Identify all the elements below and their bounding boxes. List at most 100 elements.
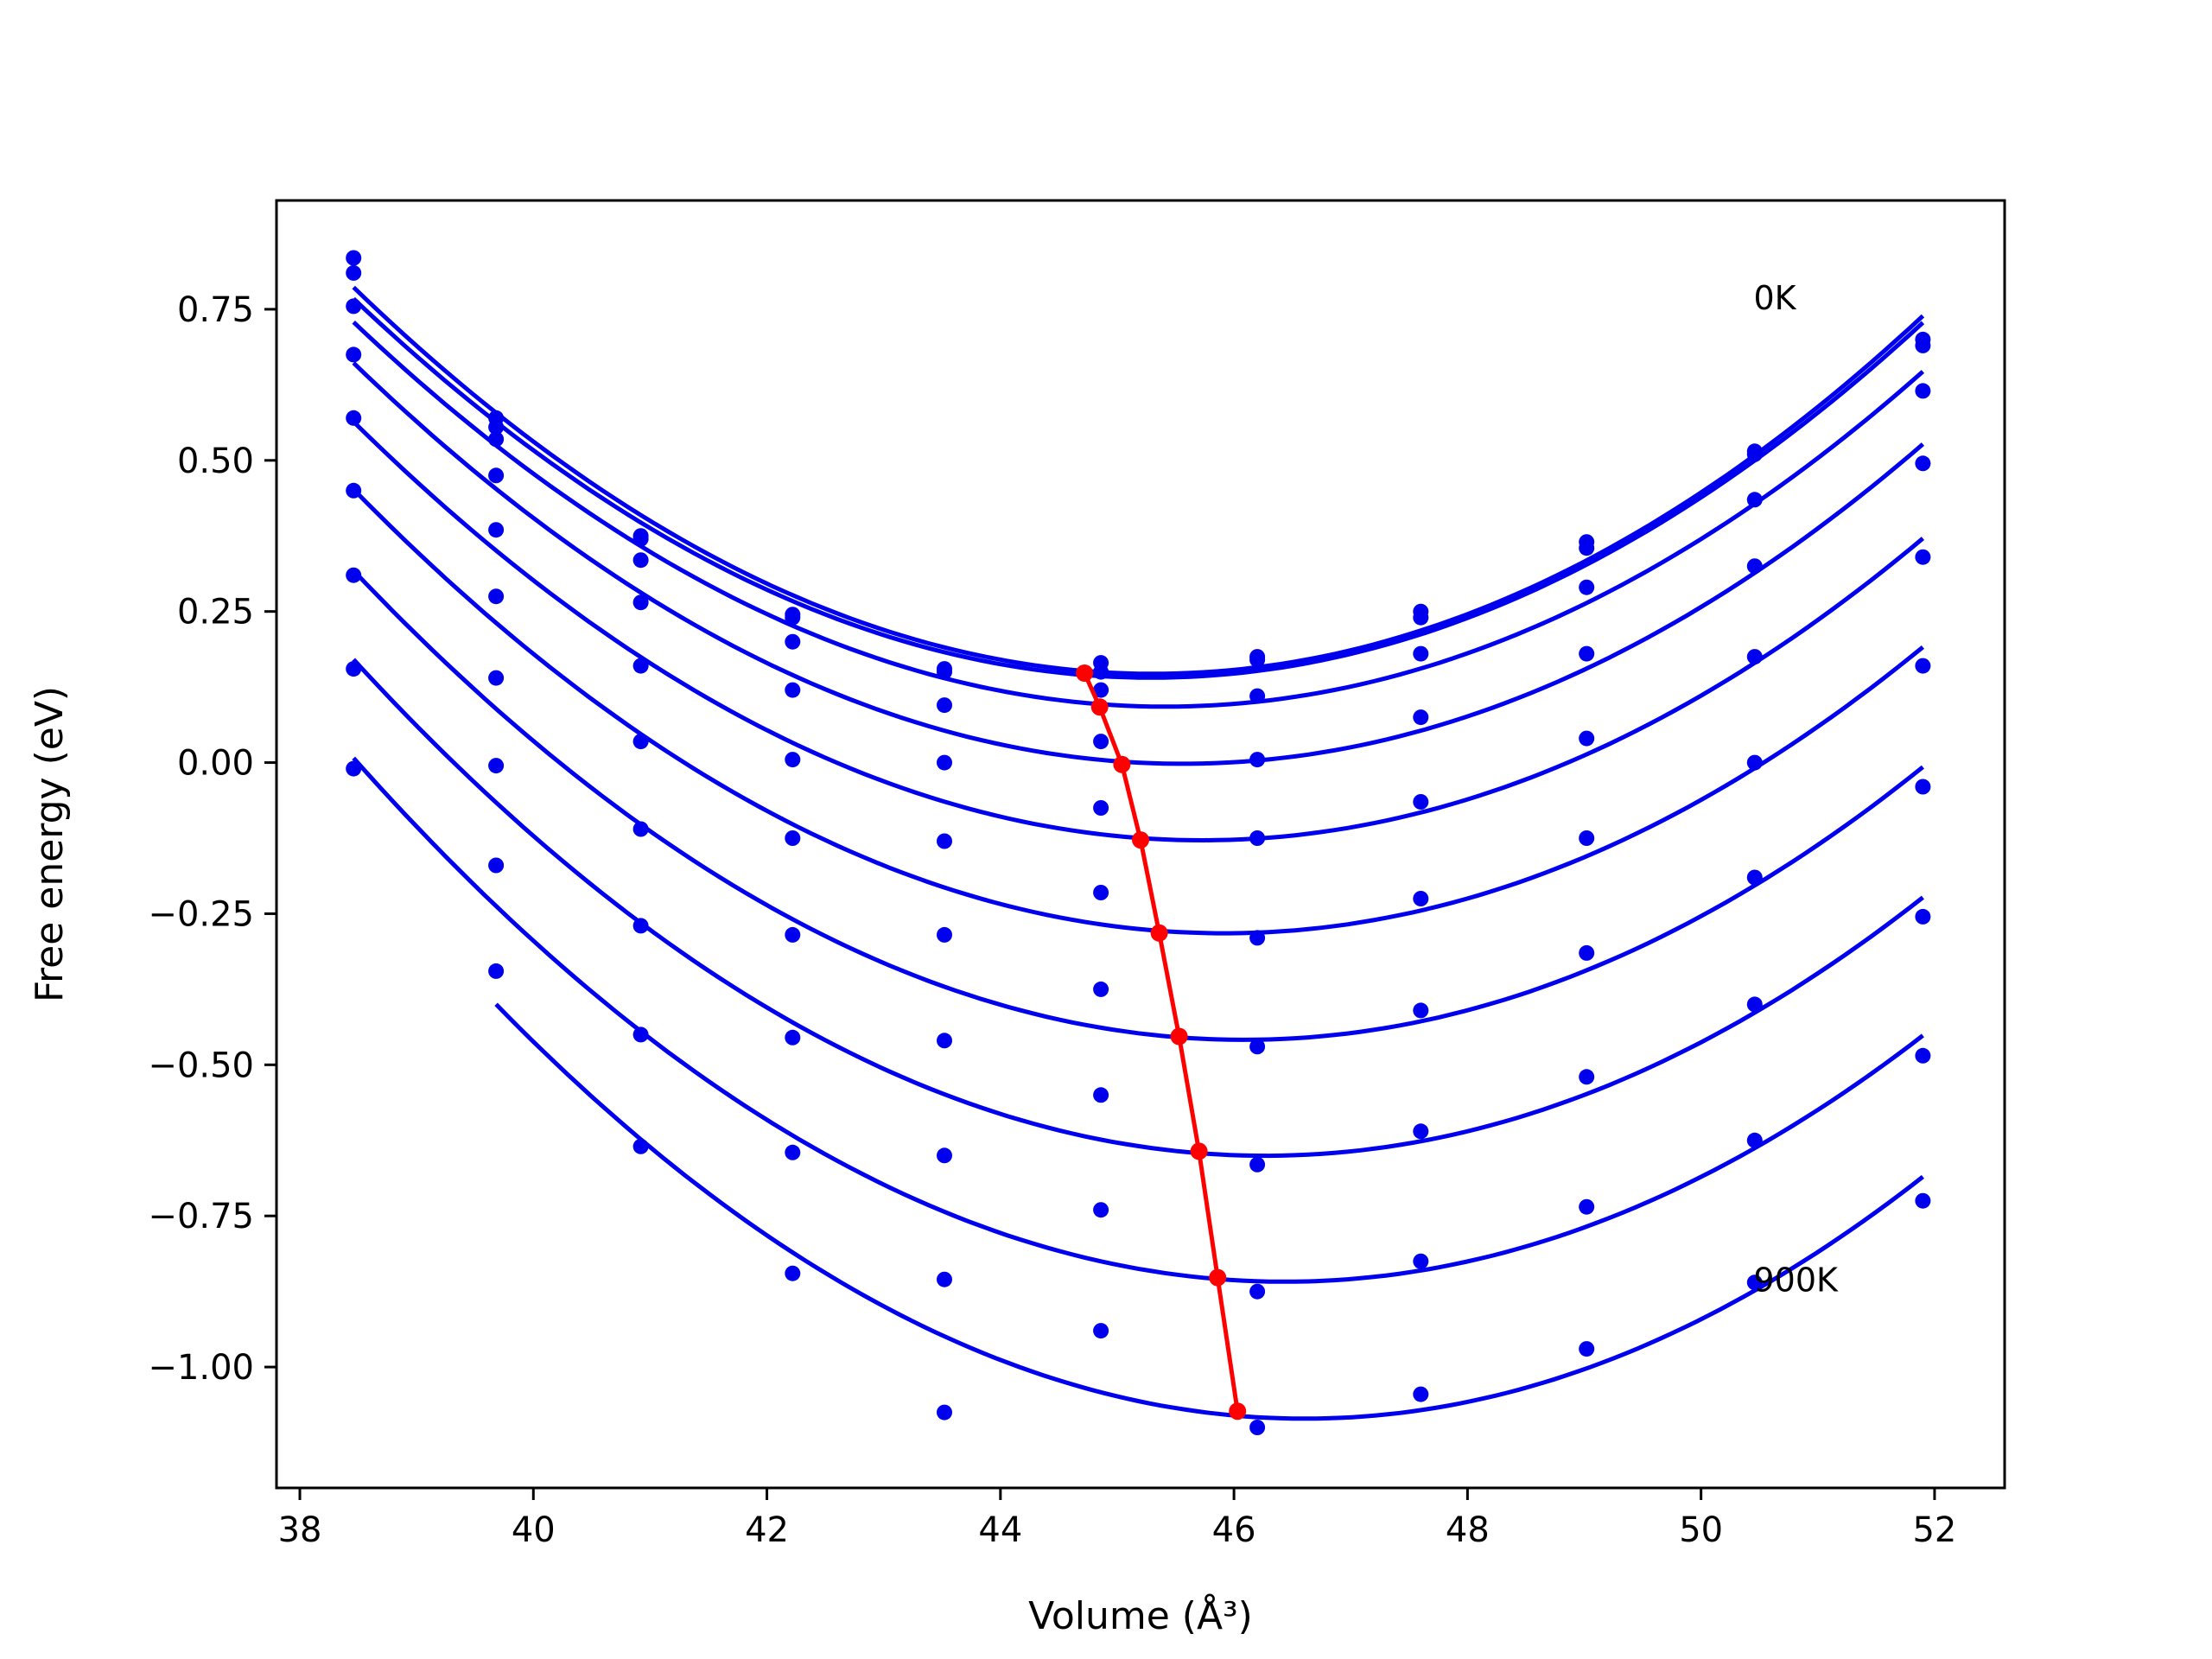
y-tick-label: −0.50 xyxy=(148,1046,254,1085)
fit-curve-5 xyxy=(352,420,1925,843)
data-point xyxy=(785,633,801,650)
fit-curve-4 xyxy=(352,361,1925,766)
data-point xyxy=(785,752,801,768)
data-point xyxy=(1915,455,1931,472)
fit-curve-1 xyxy=(352,285,1925,677)
data-point xyxy=(785,1144,801,1160)
data-point xyxy=(632,918,649,934)
data-point xyxy=(1746,1274,1763,1291)
y-tick-label: 0.25 xyxy=(177,593,254,632)
data-point xyxy=(1915,658,1931,674)
data-point xyxy=(1413,891,1429,906)
data-point xyxy=(1249,752,1266,768)
data-point xyxy=(632,594,649,611)
data-point xyxy=(1915,779,1931,795)
data-point xyxy=(1249,1156,1266,1173)
data-point xyxy=(346,298,362,315)
data-point xyxy=(1915,337,1931,353)
minima-path xyxy=(1076,664,1247,1421)
y-tick-label: −0.25 xyxy=(148,894,254,934)
data-point xyxy=(488,467,505,484)
data-point xyxy=(1249,830,1266,846)
data-point xyxy=(937,1147,952,1164)
data-point xyxy=(937,697,952,714)
data-point xyxy=(1093,734,1109,750)
minimum-point xyxy=(1209,1268,1227,1287)
annotations: 0K 900K xyxy=(1754,279,1840,1300)
fit-curves xyxy=(352,285,1925,1421)
data-point xyxy=(1579,730,1595,747)
data-point xyxy=(1579,1069,1595,1085)
minimum-point xyxy=(1170,1027,1188,1046)
y-tick-label: 0.00 xyxy=(177,744,254,784)
data-point xyxy=(1413,645,1429,662)
y-tick-label: −1.00 xyxy=(148,1348,254,1388)
data-point xyxy=(1093,981,1109,997)
data-point xyxy=(346,482,362,499)
data-point xyxy=(632,734,649,750)
annotation-900k: 900K xyxy=(1754,1262,1840,1300)
data-point xyxy=(1579,1198,1595,1215)
data-point xyxy=(1746,649,1763,665)
data-point xyxy=(1579,944,1595,961)
data-point xyxy=(1413,709,1429,726)
y-tick-label: 0.50 xyxy=(177,442,254,481)
data-point xyxy=(346,346,362,363)
data-point xyxy=(632,821,649,837)
data-point xyxy=(1579,579,1595,595)
data-point xyxy=(488,758,505,774)
minimum-point xyxy=(1190,1142,1208,1160)
data-point xyxy=(1746,869,1763,886)
y-axis-ticks: 0.75 0.50 0.25 0.00 −0.25 −0.50 −0.75 −1.00 xyxy=(148,290,276,1388)
x-tick-label: 44 xyxy=(978,1510,1022,1550)
minima-line xyxy=(1082,671,1240,1412)
data-point xyxy=(1249,1420,1266,1435)
minimum-point xyxy=(1090,698,1109,716)
fit-curve-2 xyxy=(352,296,1925,680)
data-point xyxy=(488,857,505,874)
data-point xyxy=(1093,1323,1109,1339)
x-tick-label: 50 xyxy=(1679,1510,1723,1550)
annotation-0k: 0K xyxy=(1754,279,1797,317)
data-point xyxy=(1579,645,1595,662)
data-point xyxy=(937,1404,952,1421)
minimum-point xyxy=(1132,831,1149,849)
data-point xyxy=(1746,1132,1763,1148)
fit-curve-3 xyxy=(352,320,1925,709)
minimum-point xyxy=(1229,1402,1247,1421)
data-point xyxy=(1413,1123,1429,1140)
data-point xyxy=(346,410,362,426)
fit-curve-7 xyxy=(352,569,1924,1042)
data-point xyxy=(937,754,952,771)
data-point xyxy=(937,664,952,680)
data-point xyxy=(1249,1283,1266,1300)
data-point xyxy=(1413,1002,1429,1019)
data-point xyxy=(1915,1192,1931,1209)
data-point xyxy=(1915,908,1931,925)
data-point xyxy=(1249,930,1266,946)
data-point xyxy=(1579,1341,1595,1357)
x-tick-label: 40 xyxy=(512,1510,556,1550)
x-tick-label: 46 xyxy=(1212,1510,1256,1550)
data-point xyxy=(1249,652,1266,668)
data-point xyxy=(346,661,362,677)
data-point xyxy=(1915,383,1931,399)
data-point xyxy=(346,264,362,281)
data-point xyxy=(1093,1202,1109,1218)
data-point xyxy=(488,670,505,686)
data-point xyxy=(785,682,801,698)
data-point xyxy=(1579,830,1595,846)
data-point xyxy=(1746,754,1763,771)
data-point xyxy=(1093,800,1109,816)
data-point xyxy=(488,522,505,538)
data-point xyxy=(1915,1047,1931,1064)
data-point xyxy=(1915,549,1931,565)
y-tick-label: 0.75 xyxy=(177,290,254,330)
data-point xyxy=(632,1138,649,1154)
minimum-point xyxy=(1150,924,1168,942)
data-point xyxy=(1746,446,1763,462)
data-point xyxy=(488,588,505,605)
minimum-point xyxy=(1113,755,1131,773)
data-point xyxy=(632,658,649,674)
